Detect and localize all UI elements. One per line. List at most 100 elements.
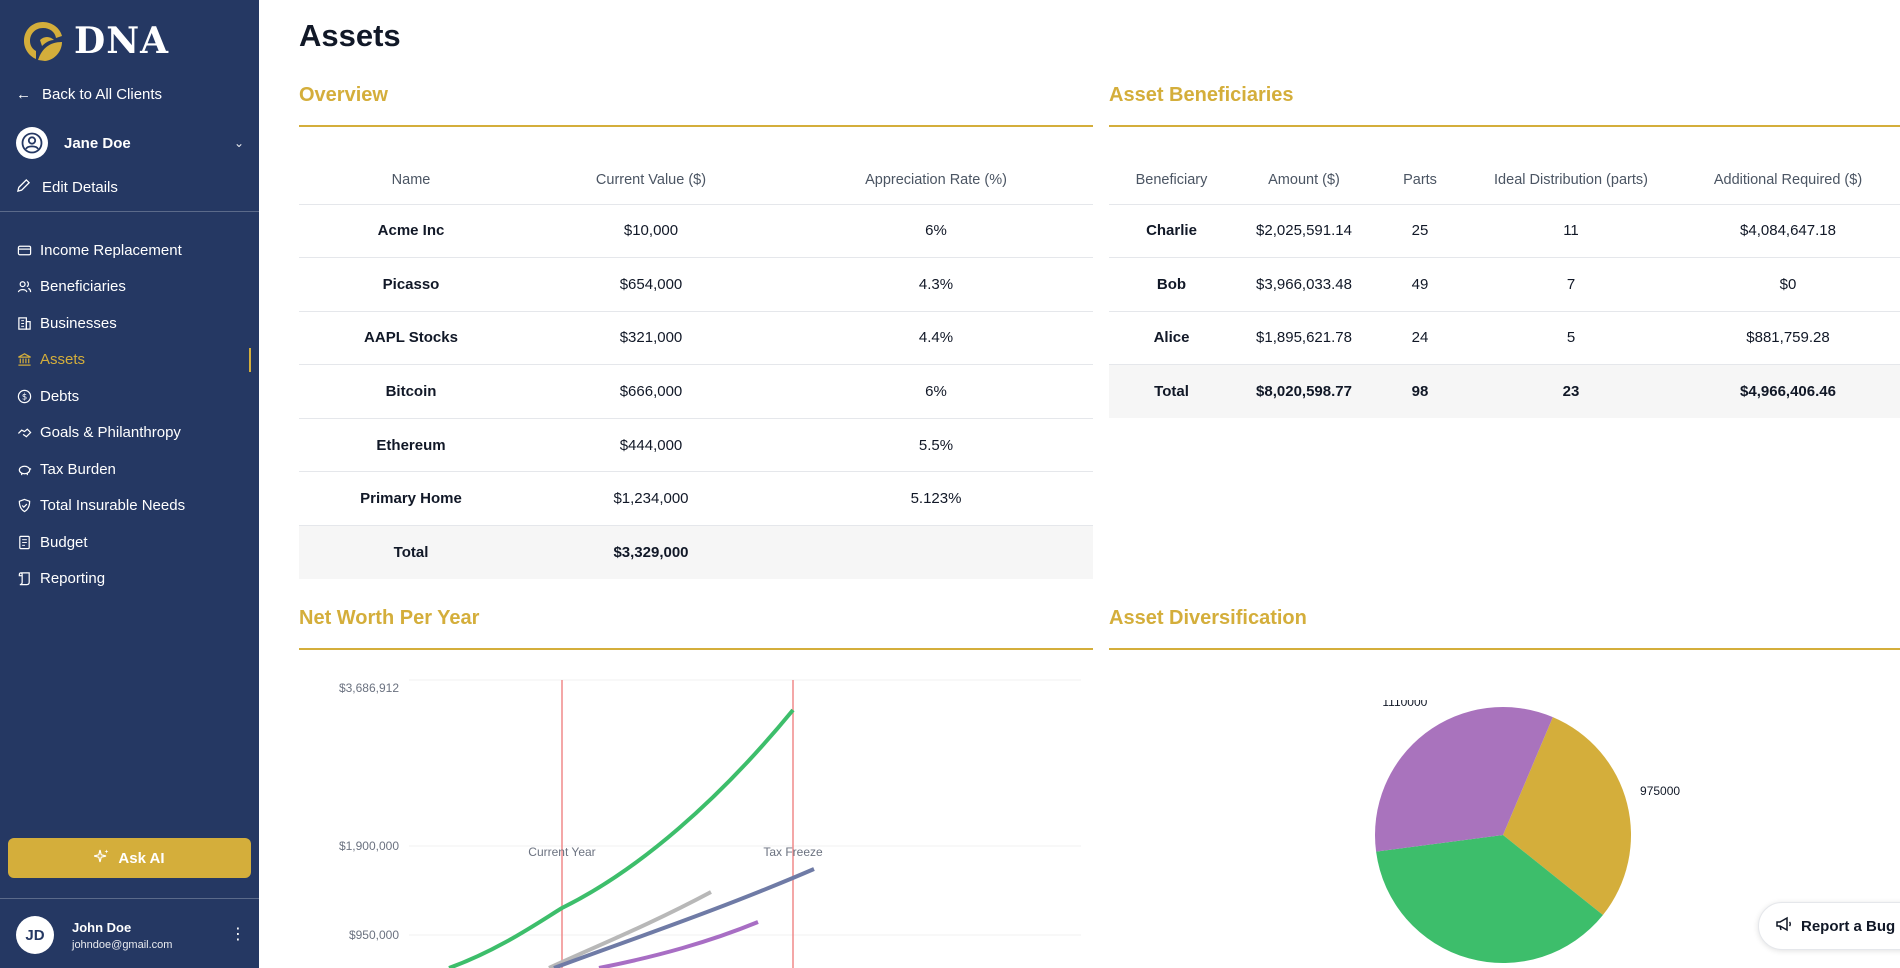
user-email: johndoe@gmail.com xyxy=(72,938,173,951)
brand-logo[interactable]: DNA xyxy=(20,18,169,64)
chevron-down-icon[interactable]: ⌄ xyxy=(233,136,244,150)
y-tick-label: $3,686,912 xyxy=(339,681,399,695)
cell: $3,966,033.48 xyxy=(1234,257,1374,312)
sidebar-item-reporting[interactable]: Reporting xyxy=(0,561,259,598)
table-row[interactable]: Primary Home $1,234,000 5.123% xyxy=(299,471,1093,527)
sidebar-item-debts[interactable]: $ Debts xyxy=(0,378,259,415)
sidebar-item-label: Goals & Philanthropy xyxy=(40,424,181,442)
table-row[interactable]: Bitcoin $666,000 6% xyxy=(299,364,1093,419)
user-name: John Doe xyxy=(72,919,132,935)
sidebar-item-label: Total Insurable Needs xyxy=(40,497,186,515)
cell: 6% xyxy=(779,204,1093,259)
cell: Charlie xyxy=(1109,204,1234,259)
client-avatar xyxy=(16,127,48,159)
y-tick-label: $950,000 xyxy=(349,928,399,942)
scroll-icon xyxy=(16,570,33,587)
sidebar-item-budget[interactable]: Budget xyxy=(0,524,259,561)
cell: Total xyxy=(1109,364,1234,419)
cell: 5.5% xyxy=(779,418,1093,473)
cell: $654,000 xyxy=(523,257,779,312)
user-circle-icon xyxy=(21,132,43,154)
pie-slices xyxy=(1375,707,1631,963)
pie-slice[interactable] xyxy=(1375,707,1553,852)
cell: $444,000 xyxy=(523,418,779,473)
table-row[interactable]: Ethereum $444,000 5.5% xyxy=(299,418,1093,473)
y-tick-label: $1,900,000 xyxy=(339,839,399,853)
arrow-left-icon: ← xyxy=(16,86,31,103)
sidebar-item-businesses[interactable]: Businesses xyxy=(0,305,259,342)
cell: 5 xyxy=(1466,311,1676,366)
cell: Bitcoin xyxy=(299,364,523,419)
column-header: Beneficiary xyxy=(1109,156,1234,205)
sidebar-item-label: Businesses xyxy=(40,314,117,332)
net-worth-chart: $3,686,912 $1,900,000 $950,000 Current Y… xyxy=(339,679,1081,968)
column-header: Name xyxy=(299,156,523,205)
pie-labels: 97500012340001110000 xyxy=(1382,700,1680,798)
cell: Primary Home xyxy=(299,471,523,527)
receipt-icon xyxy=(16,534,33,551)
beneficiaries-title: Asset Beneficiaries xyxy=(1109,84,1294,106)
sidebar-item-beneficiaries[interactable]: Beneficiaries xyxy=(0,269,259,306)
pie-slice-label: 1110000 xyxy=(1382,700,1427,709)
series-line xyxy=(598,920,759,968)
cell: $4,084,647.18 xyxy=(1676,204,1900,259)
more-vertical-icon[interactable]: ⋮ xyxy=(230,926,246,943)
sidebar-item-goals-philanthropy[interactable]: Goals & Philanthropy xyxy=(0,415,259,452)
cell: $1,895,621.78 xyxy=(1234,311,1374,366)
sidebar-item-income-replacement[interactable]: Income Replacement xyxy=(0,232,259,269)
beneficiaries-rule xyxy=(1109,125,1900,127)
cell: 23 xyxy=(1466,364,1676,419)
cell: Total xyxy=(299,525,523,580)
shield-icon xyxy=(16,497,33,514)
avatar: JD xyxy=(16,916,54,954)
sidebar-divider xyxy=(0,211,259,212)
cell: 7 xyxy=(1466,257,1676,312)
sidebar-item-assets[interactable]: Assets xyxy=(0,342,259,379)
cell: AAPL Stocks xyxy=(299,311,523,366)
cell: 11 xyxy=(1466,204,1676,259)
cell: Alice xyxy=(1109,311,1234,366)
diversification-rule xyxy=(1109,648,1900,650)
table-header-row: Name Current Value ($) Appreciation Rate… xyxy=(299,156,1093,205)
table-row[interactable]: AAPL Stocks $321,000 4.4% xyxy=(299,311,1093,366)
cell: 4.3% xyxy=(779,257,1093,312)
cell: Bob xyxy=(1109,257,1234,312)
user-profile[interactable]: JD John Doe johndoe@gmail.com ⋮ xyxy=(16,914,246,956)
table-row[interactable]: Bob $3,966,033.48 49 7 $0 xyxy=(1109,257,1900,312)
sidebar-item-label: Debts xyxy=(40,387,80,405)
cell: 98 xyxy=(1374,364,1466,419)
cell: 6% xyxy=(779,364,1093,419)
back-to-clients-link[interactable]: ← Back to All Clients xyxy=(16,86,162,103)
sidebar-item-tax-burden[interactable]: Tax Burden xyxy=(0,451,259,488)
sidebar-nav: Income Replacement Beneficiaries Busines… xyxy=(0,232,259,597)
sparkles-icon xyxy=(94,848,110,868)
column-header: Amount ($) xyxy=(1234,156,1374,205)
sidebar-item-label: Budget xyxy=(40,533,88,551)
ask-ai-button[interactable]: Ask AI xyxy=(8,838,251,878)
edit-details-label: Edit Details xyxy=(42,179,118,196)
cell: 49 xyxy=(1374,257,1466,312)
client-selector[interactable]: Jane Doe ⌄ xyxy=(16,126,244,160)
edit-details-link[interactable]: Edit Details xyxy=(16,178,118,197)
table-row[interactable]: Picasso $654,000 4.3% xyxy=(299,257,1093,312)
pie-slice-label: 975000 xyxy=(1640,784,1680,798)
table-row[interactable]: Alice $1,895,621.78 24 5 $881,759.28 xyxy=(1109,311,1900,366)
table-row[interactable]: Acme Inc $10,000 6% xyxy=(299,204,1093,259)
column-header: Parts xyxy=(1374,156,1466,205)
overview-table: Name Current Value ($) Appreciation Rate… xyxy=(299,156,1093,580)
ask-ai-label: Ask AI xyxy=(118,849,165,867)
cell: $0 xyxy=(1676,257,1900,312)
pie-slice[interactable] xyxy=(1503,717,1631,915)
series-line xyxy=(548,890,712,968)
report-bug-button[interactable]: Report a Bug xyxy=(1758,902,1900,950)
pie-slice[interactable] xyxy=(1376,835,1603,963)
sidebar-item-total-insurable-needs[interactable]: Total Insurable Needs xyxy=(0,488,259,525)
cell: $2,025,591.14 xyxy=(1234,204,1374,259)
brand-name: DNA xyxy=(74,20,170,62)
table-row[interactable]: Charlie $2,025,591.14 25 11 $4,084,647.18 xyxy=(1109,204,1900,259)
users-icon xyxy=(16,278,33,295)
cell xyxy=(779,525,1093,580)
back-to-clients-label: Back to All Clients xyxy=(42,86,163,103)
sidebar-item-label: Reporting xyxy=(40,570,106,588)
svg-text:$: $ xyxy=(22,391,27,401)
